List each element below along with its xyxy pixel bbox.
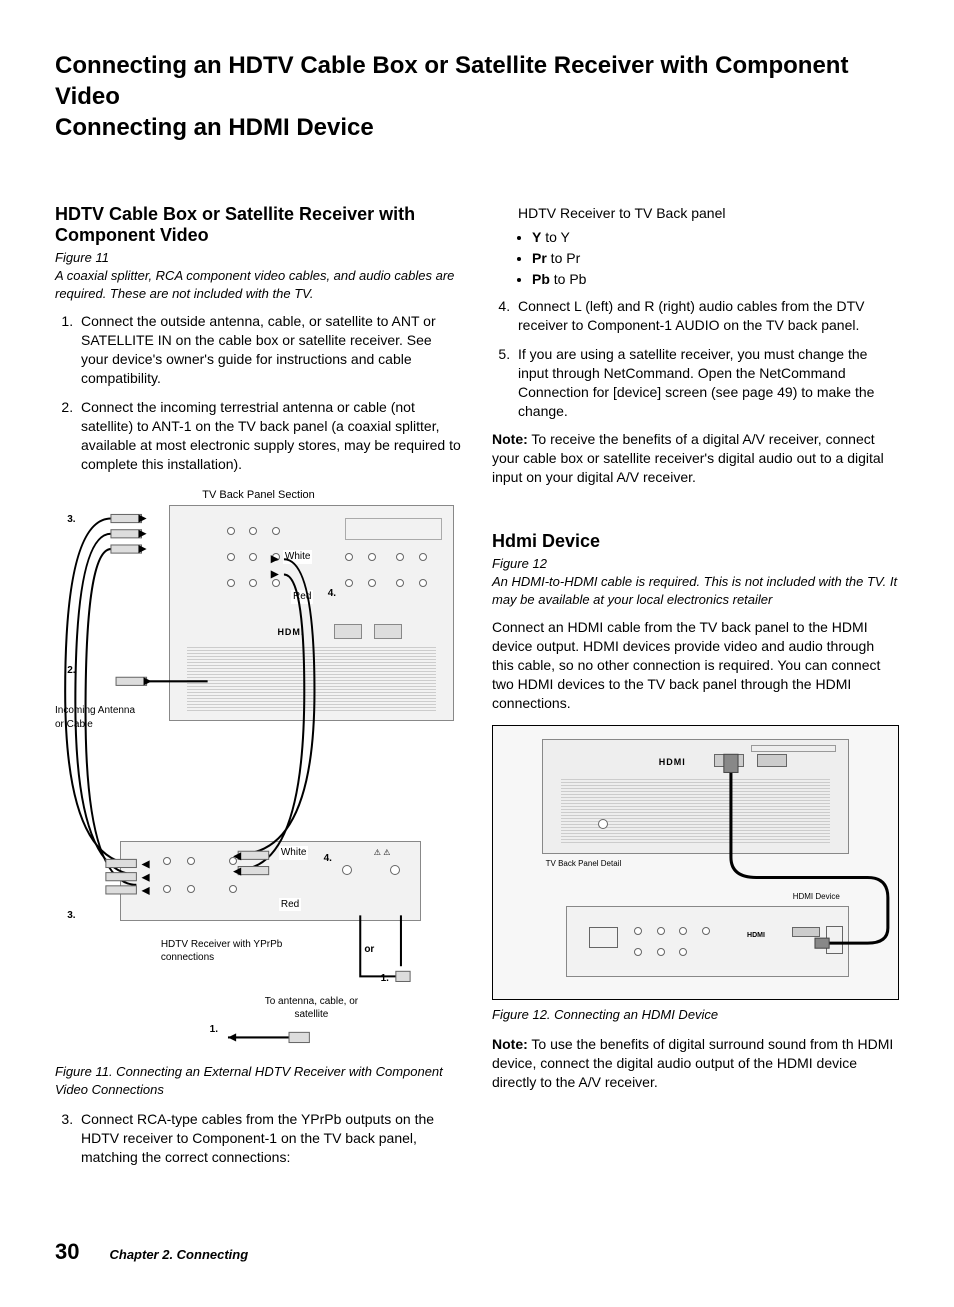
figure-desc-12: An HDMI-to-HDMI cable is required. This … (492, 573, 899, 608)
hdmi-paragraph: Connect an HDMI cable from the TV back p… (492, 618, 899, 712)
section-heading-hdmi: Hdmi Device (492, 531, 899, 553)
page-footer: 30 Chapter 2. Connecting (55, 1237, 899, 1267)
step-1: Connect the outside antenna, cable, or s… (77, 312, 462, 388)
chapter-label: Chapter 2. Connecting (109, 1246, 248, 1264)
steps-list-continue: Connect RCA-type cables from the YPrPb o… (55, 1110, 462, 1167)
step-2: Connect the incoming terrestrial antenna… (77, 398, 462, 474)
figure-12-diagram: HDMI TV Back Panel Detail HDMI HDMI Devi… (492, 725, 899, 1000)
title-line-2: Connecting an HDMI Device (55, 114, 374, 141)
steps-list-b: Connect L (left) and R (right) audio cab… (492, 297, 899, 420)
title-line-1: Connecting an HDTV Cable Box or Satellit… (55, 52, 848, 110)
continuing-text: HDTV Receiver to TV Back panel (492, 204, 899, 223)
right-column: HDTV Receiver to TV Back panel Y to Y Pr… (492, 204, 899, 1178)
figure-ref-11: Figure 11 (55, 249, 462, 267)
diagram-wires (55, 488, 462, 1058)
note-2: Note: To use the benefits of digital sur… (492, 1035, 899, 1092)
yprpb-bullets: Y to Y Pr to Pr Pb to Pb (492, 228, 899, 289)
left-column: HDTV Cable Box or Satellite Receiver wit… (55, 204, 462, 1178)
bullet-pb: Pb to Pb (532, 270, 899, 289)
step-3: Connect RCA-type cables from the YPrPb o… (77, 1110, 462, 1167)
page-number: 30 (55, 1237, 79, 1267)
step-5: If you are using a satellite receiver, y… (514, 345, 899, 421)
page-title: Connecting an HDTV Cable Box or Satellit… (55, 50, 899, 144)
note-2-label: Note: (492, 1036, 528, 1052)
steps-list-a: Connect the outside antenna, cable, or s… (55, 312, 462, 473)
figure-ref-12: Figure 12 (492, 555, 899, 573)
note-1: Note: To receive the benefits of a digit… (492, 430, 899, 487)
bullet-y: Y to Y (532, 228, 899, 247)
two-column-layout: HDTV Cable Box or Satellite Receiver wit… (55, 204, 899, 1178)
bullet-pr: Pr to Pr (532, 249, 899, 268)
step-4: Connect L (left) and R (right) audio cab… (514, 297, 899, 335)
note-2-text: To use the benefits of digital surround … (492, 1036, 893, 1090)
figure-12-caption: Figure 12. Connecting an HDMI Device (492, 1006, 899, 1024)
hdmi-cable-wire (493, 726, 898, 999)
figure-desc-11: A coaxial splitter, RCA component video … (55, 267, 462, 302)
section-heading-component: HDTV Cable Box or Satellite Receiver wit… (55, 204, 462, 247)
figure-11-caption: Figure 11. Connecting an External HDTV R… (55, 1063, 462, 1098)
note-1-text: To receive the benefits of a digital A/V… (492, 431, 884, 485)
note-1-label: Note: (492, 431, 528, 447)
figure-11-diagram: TV Back Panel Section HDMI (55, 488, 462, 1058)
